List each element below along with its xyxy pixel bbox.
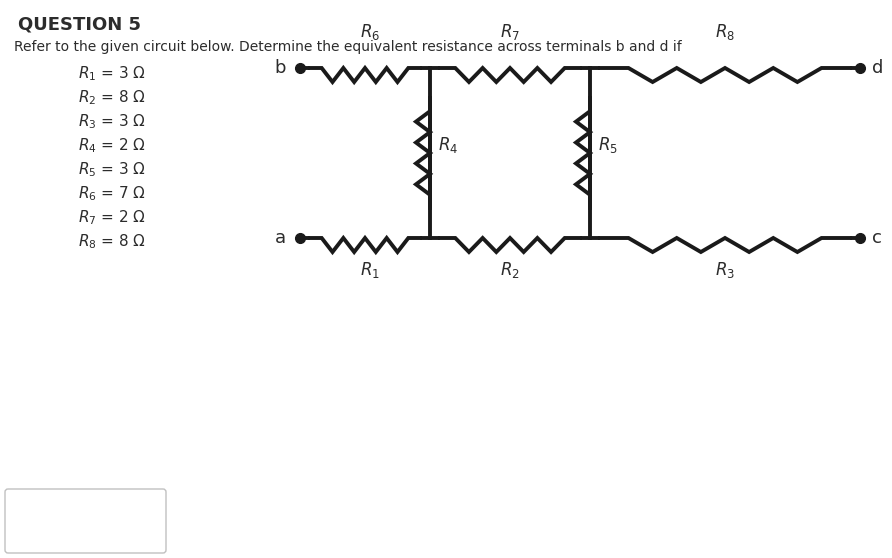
Text: $R_{4}$ = 2 Ω: $R_{4}$ = 2 Ω xyxy=(78,136,146,155)
Text: Refer to the given circuit below. Determine the equivalent resistance across ter: Refer to the given circuit below. Determ… xyxy=(14,40,681,54)
Text: a: a xyxy=(275,229,286,247)
Text: $R_{2}$ = 8 Ω: $R_{2}$ = 8 Ω xyxy=(78,88,146,107)
Text: $R_{1}$ = 3 Ω: $R_{1}$ = 3 Ω xyxy=(78,64,146,83)
Text: $R_{8}$ = 8 Ω: $R_{8}$ = 8 Ω xyxy=(78,232,146,251)
Text: $R_6$: $R_6$ xyxy=(359,22,380,42)
Text: QUESTION 5: QUESTION 5 xyxy=(18,16,141,34)
Text: $R_1$: $R_1$ xyxy=(360,260,380,280)
Text: $R_2$: $R_2$ xyxy=(500,260,520,280)
Text: $R_{7}$ = 2 Ω: $R_{7}$ = 2 Ω xyxy=(78,208,146,227)
Text: $R_5$: $R_5$ xyxy=(598,135,618,155)
Text: $R_7$: $R_7$ xyxy=(500,22,520,42)
Text: $R_3$: $R_3$ xyxy=(715,260,735,280)
Text: d: d xyxy=(872,59,883,77)
Text: $R_{6}$ = 7 Ω: $R_{6}$ = 7 Ω xyxy=(78,184,146,203)
Text: $R_{5}$ = 3 Ω: $R_{5}$ = 3 Ω xyxy=(78,160,146,179)
Text: $R_4$: $R_4$ xyxy=(438,135,458,155)
Text: b: b xyxy=(275,59,286,77)
FancyBboxPatch shape xyxy=(5,489,166,553)
Text: $R_8$: $R_8$ xyxy=(715,22,735,42)
Text: $R_{3}$ = 3 Ω: $R_{3}$ = 3 Ω xyxy=(78,112,146,131)
Text: c: c xyxy=(872,229,882,247)
